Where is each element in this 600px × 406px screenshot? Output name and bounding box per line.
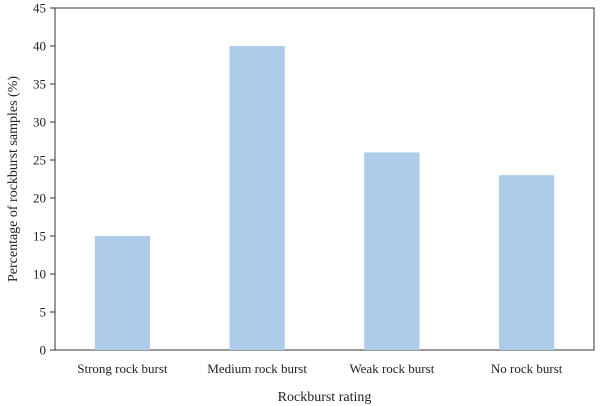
y-tick-label: 40: [33, 39, 46, 54]
x-tick-label: No rock burst: [491, 361, 563, 376]
x-tick-label: Strong rock burst: [77, 361, 168, 376]
y-tick-label: 35: [33, 77, 46, 92]
y-tick-label: 30: [33, 115, 46, 130]
y-tick-label: 45: [33, 1, 46, 16]
y-tick-label: 25: [33, 153, 46, 168]
bar: [229, 46, 285, 350]
plot-area: 0 5 10 15 20 25 30 35 40 45 Strong rock burst Medi…: [33, 1, 595, 376]
x-tick-label: Weak rock burst: [349, 361, 434, 376]
y-tick-label: 20: [33, 191, 46, 206]
x-tick-label: Medium rock burst: [207, 361, 307, 376]
bar: [94, 236, 150, 350]
x-axis-title: Rockburst rating: [278, 390, 372, 405]
bars: [94, 46, 555, 350]
x-axis-ticks: Strong rock burst Medium rock burst Weak r…: [77, 361, 563, 376]
bar: [499, 175, 555, 350]
bar: [364, 152, 420, 350]
y-tick-label: 15: [33, 229, 46, 244]
y-tick-label: 10: [33, 267, 46, 282]
y-tick-label: 0: [40, 343, 47, 358]
y-axis-title: Percentage of rockburst samples (%): [6, 76, 21, 282]
y-tick-label: 5: [40, 305, 47, 320]
plot-frame: [54, 7, 595, 351]
y-axis-ticks: 0 5 10 15 20 25 30 35 40 45: [33, 1, 55, 358]
